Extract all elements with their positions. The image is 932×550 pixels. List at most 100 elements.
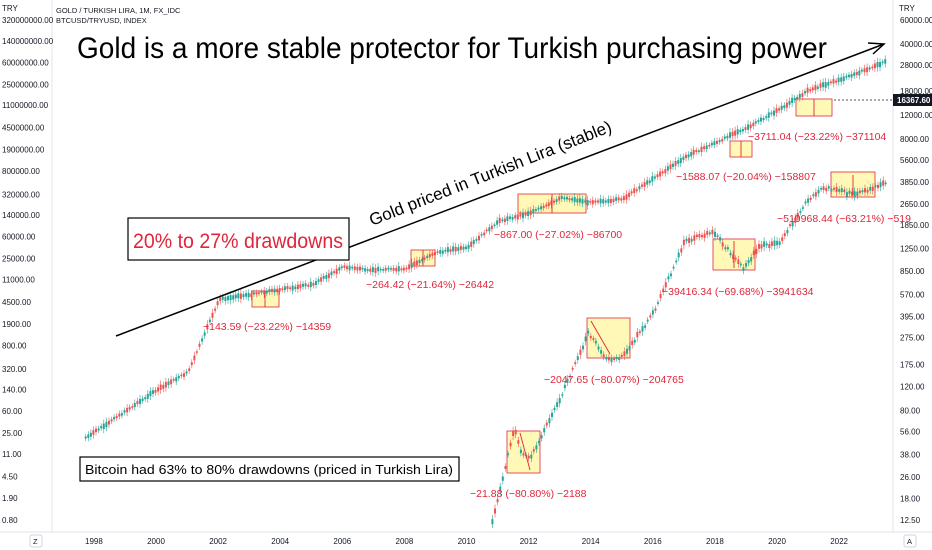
time-axis-tick: 2012 <box>520 537 538 546</box>
candle-body <box>693 235 696 241</box>
candle-body <box>631 340 634 345</box>
left-price-axis[interactable]: 320000000.00 140000000.00 60000000.00 25000… <box>2 16 54 525</box>
candle-body <box>607 357 610 361</box>
candle-body <box>208 319 211 323</box>
timezone-icon[interactable]: Z <box>29 534 43 548</box>
candle-body <box>97 428 100 431</box>
candle-body <box>131 406 134 408</box>
candle-body <box>656 174 659 178</box>
candle-body <box>618 357 621 361</box>
candle-body <box>664 282 667 288</box>
candle-body <box>547 202 550 207</box>
candle-body <box>550 200 553 205</box>
candle-body <box>669 164 672 170</box>
candle-body <box>286 286 289 290</box>
candle-body <box>509 216 511 219</box>
candle-body <box>829 81 832 84</box>
time-axis-tick: 2006 <box>333 537 351 546</box>
auto-scale-icon[interactable]: A <box>903 534 917 548</box>
candle-body <box>193 355 196 361</box>
candle-body <box>620 198 623 201</box>
candle-body <box>304 283 307 287</box>
bitcoin-callout-box <box>79 456 460 482</box>
candle-body <box>721 138 724 142</box>
candle-body <box>152 390 154 394</box>
candle-body <box>703 146 706 150</box>
candle-body <box>387 267 390 270</box>
candle-body <box>563 197 566 200</box>
left-axis-tick: 800000.00 <box>2 167 40 176</box>
candle-body <box>814 192 817 197</box>
candle-body <box>622 196 625 201</box>
candle-body <box>744 127 747 130</box>
candle-body <box>498 217 501 223</box>
left-axis-tick: 140.00 <box>2 386 27 395</box>
candle-body <box>837 77 840 82</box>
candle-body <box>512 430 515 436</box>
candle-body <box>609 199 612 203</box>
candle-body <box>770 241 773 246</box>
left-axis-tick: 1900000.00 <box>2 145 45 154</box>
drawdown-callout-box <box>127 217 350 261</box>
candle-body <box>276 288 279 293</box>
candle-body <box>635 189 638 192</box>
time-axis-tick: 2020 <box>768 537 786 546</box>
candle-body <box>382 269 385 271</box>
candle-body <box>708 144 711 147</box>
headline: Gold is a more stable protector for Turk… <box>77 32 827 65</box>
symbol-title[interactable]: GOLD / TURKISH LIRA, 1M, FX_IDC <box>56 6 181 15</box>
candle-body <box>747 124 750 130</box>
candle-body <box>229 295 232 301</box>
right-price-axis[interactable]: 60000.00 40000.00 28000.00 18000.00 12000.00… <box>900 16 932 525</box>
time-axis[interactable]: 1998 2000 2002 2004 2006 2008 2010 2012 2014 2016… <box>85 537 849 546</box>
right-axis-tick: 38.00 <box>900 450 921 459</box>
candle-body <box>470 241 473 247</box>
candle-body <box>781 237 784 241</box>
candle-body <box>177 375 180 379</box>
candle-body <box>459 245 462 250</box>
left-axis-tick: 60000000.00 <box>2 58 49 67</box>
candle-body <box>672 266 675 269</box>
candle-body <box>530 454 533 459</box>
candle-body <box>309 281 312 288</box>
right-axis-tick: 1850.00 <box>900 221 929 230</box>
candle-body <box>633 339 636 343</box>
candle-body <box>858 190 861 194</box>
candle-body <box>154 389 157 393</box>
candle-body <box>729 252 732 256</box>
candle-body <box>296 284 299 290</box>
compare-symbol[interactable]: BTCUSD/TRYUSD, INDEX <box>56 16 147 25</box>
candle-body <box>742 267 745 271</box>
candle-body <box>636 332 639 338</box>
candle-body <box>625 194 628 200</box>
candle-body <box>882 180 885 186</box>
candle-body <box>252 292 255 295</box>
candle-body <box>685 238 688 242</box>
candle-body <box>299 284 302 289</box>
candle-body <box>855 71 858 76</box>
last-price-tag[interactable] <box>893 94 932 106</box>
candle-body <box>540 435 543 439</box>
candle-body <box>366 269 369 272</box>
candle-body <box>597 200 599 203</box>
candle-body <box>219 297 222 302</box>
candle-body <box>879 182 882 188</box>
candle-body <box>102 423 105 429</box>
drawdown-label: −21.88 (−80.80%) −2188 <box>470 488 587 500</box>
candle-body <box>390 268 392 270</box>
candle-body <box>749 124 752 129</box>
candle-body <box>628 192 631 197</box>
candle-body <box>188 368 191 371</box>
candle-body <box>576 356 579 360</box>
candle-body <box>710 142 713 146</box>
candle-body <box>467 244 470 249</box>
candle-body <box>522 453 525 456</box>
candle-body <box>561 394 564 396</box>
candle-body <box>250 293 253 297</box>
candle-body <box>762 118 765 121</box>
candle-body <box>848 190 851 194</box>
left-axis-tick: 11000000.00 <box>2 101 49 110</box>
candle-body <box>646 319 649 322</box>
candle-body <box>651 176 654 182</box>
